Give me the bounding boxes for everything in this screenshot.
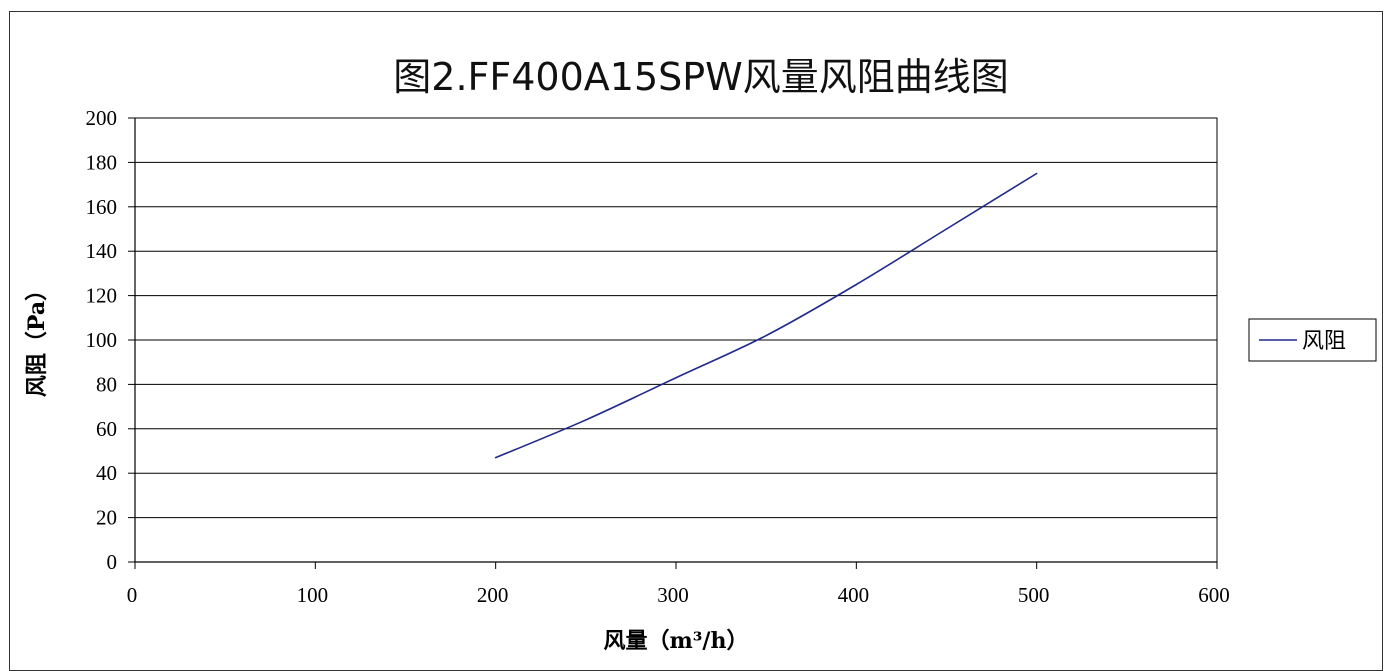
y-axis-label: 风阻（Pa）	[24, 279, 50, 397]
data-point	[675, 376, 677, 379]
y-tick-label: 100	[86, 328, 118, 352]
data-point	[765, 334, 767, 337]
y-tick-label: 0	[107, 550, 118, 574]
x-tick-label: 300	[657, 583, 689, 607]
x-axis: 0 100 200 300 400 500 600	[127, 561, 1230, 607]
legend-label: 风阻	[1302, 329, 1346, 354]
y-axis: 0 20 40 60 80 100 120 140 160 180 200	[86, 106, 136, 574]
x-axis-label: 风量（m³/h）	[604, 628, 749, 654]
y-tick-label: 60	[96, 417, 117, 441]
data-point	[855, 283, 858, 286]
y-tick-label: 120	[86, 284, 118, 308]
x-tick-label: 0	[127, 583, 138, 607]
y-tick-label: 200	[86, 106, 118, 130]
x-tick-label: 600	[1198, 583, 1230, 607]
x-tick-label: 400	[838, 583, 870, 607]
data-point	[945, 228, 948, 230]
y-tick-label: 80	[96, 372, 117, 396]
grid-lines	[135, 117, 1217, 519]
y-tick-label: 140	[86, 239, 118, 263]
x-tick-label: 100	[297, 583, 329, 607]
data-point	[1035, 172, 1038, 175]
chart-title: 图2.FF400A15SPW风量风阻曲线图	[393, 55, 1008, 99]
series-layer	[494, 172, 1038, 459]
x-tick-label: 500	[1018, 583, 1050, 607]
y-tick-label: 20	[96, 506, 117, 530]
data-point	[494, 456, 497, 459]
x-tick-label: 200	[477, 583, 509, 607]
legend: 风阻	[1248, 318, 1377, 362]
y-tick-label: 160	[86, 195, 118, 219]
y-tick-label: 180	[86, 150, 118, 174]
data-point	[585, 419, 587, 421]
y-tick-label: 40	[96, 461, 117, 485]
